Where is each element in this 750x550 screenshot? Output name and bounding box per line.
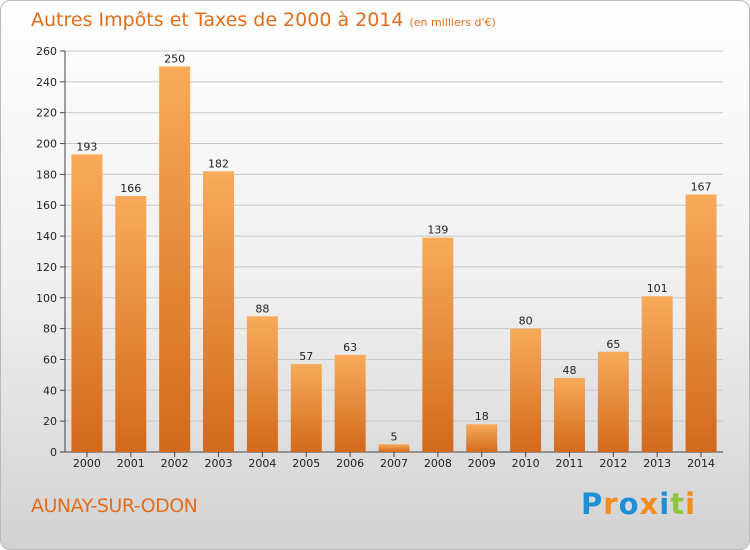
bar-2007 xyxy=(378,444,410,452)
x-tick-label: 2000 xyxy=(73,457,101,470)
data-label-2014: 167 xyxy=(691,180,712,193)
bar-2004 xyxy=(246,316,278,452)
y-tick-label: 100 xyxy=(36,292,57,305)
bar-2014 xyxy=(685,194,717,452)
data-label-2013: 101 xyxy=(647,282,668,295)
data-label-2009: 18 xyxy=(475,410,489,423)
x-tick-label: 2011 xyxy=(555,457,583,470)
x-tick-label: 2004 xyxy=(248,457,276,470)
y-tick-label: 200 xyxy=(36,138,57,151)
x-tick-label: 2014 xyxy=(687,457,715,470)
logo-letter: i xyxy=(685,487,697,521)
chart-title: Autres Impôts et Taxes de 2000 à 2014 (en… xyxy=(31,9,496,31)
data-label-2006: 63 xyxy=(343,341,357,354)
axes: 0 20 40 60 80 100 120 140 160 180 200 220 240 260 2000… xyxy=(36,45,723,470)
x-tick-label: 2010 xyxy=(512,457,540,470)
data-label-2007: 5 xyxy=(391,430,398,443)
y-tick-label: 160 xyxy=(36,199,57,212)
data-label-2005: 57 xyxy=(299,350,313,363)
bar-2002 xyxy=(159,66,191,452)
y-tick-label: 20 xyxy=(43,415,57,428)
x-tick-label: 2013 xyxy=(643,457,671,470)
x-tick-label: 2008 xyxy=(424,457,452,470)
data-label-2001: 166 xyxy=(120,182,141,195)
bars xyxy=(71,66,717,453)
chart-title-text: Autres Impôts et Taxes de 2000 à 2014 xyxy=(31,9,404,31)
bar-2009 xyxy=(466,424,498,452)
data-label-2002: 250 xyxy=(164,52,185,65)
logo-letter: x xyxy=(639,487,660,521)
location-name: AUNAY-SUR-ODON xyxy=(31,495,198,517)
x-tick-label: 2003 xyxy=(205,457,233,470)
data-label-2008: 139 xyxy=(427,224,448,237)
logo-letter: r xyxy=(603,487,619,521)
x-tick-label: 2012 xyxy=(599,457,627,470)
data-label-2010: 80 xyxy=(519,315,533,328)
x-tick-label: 2006 xyxy=(336,457,364,470)
data-label-2000: 193 xyxy=(76,140,97,153)
data-label-2003: 182 xyxy=(208,157,229,170)
bar-2006 xyxy=(334,354,366,452)
data-label-2004: 88 xyxy=(255,302,269,315)
x-tick-label: 2009 xyxy=(468,457,496,470)
logo-letter: P xyxy=(581,487,604,521)
y-tick-label: 80 xyxy=(43,323,57,336)
bar-2008 xyxy=(422,237,454,452)
data-labels: 193 166 250 182 88 57 63 5 139 18 80 48 65 101 167 xyxy=(76,52,711,443)
logo-letter: o xyxy=(618,487,640,521)
y-tick-label: 240 xyxy=(36,76,57,89)
data-label-2011: 48 xyxy=(562,364,576,377)
y-tick-label: 60 xyxy=(43,353,57,366)
y-tick-label: 40 xyxy=(43,384,57,397)
y-tick-label: 220 xyxy=(36,107,57,120)
chart-subtitle: (en milliers d'€) xyxy=(409,16,496,29)
bar-2003 xyxy=(203,171,235,453)
bar-2001 xyxy=(115,195,147,452)
bar-2000 xyxy=(71,154,103,453)
x-tick-label: 2001 xyxy=(117,457,145,470)
bar-2010 xyxy=(510,328,542,452)
y-tick-label: 180 xyxy=(36,168,57,181)
x-tick-label: 2005 xyxy=(292,457,320,470)
logo-letter: i xyxy=(659,487,671,521)
logo-letter: t xyxy=(670,487,686,521)
bar-2013 xyxy=(641,296,673,452)
bar-2011 xyxy=(553,377,585,452)
y-tick-label: 140 xyxy=(36,230,57,243)
y-tick-label: 0 xyxy=(50,446,57,459)
y-tick-label: 260 xyxy=(36,45,57,58)
y-tick-label: 120 xyxy=(36,261,57,274)
proxiti-logo: Proxiti xyxy=(581,487,696,521)
data-label-2012: 65 xyxy=(606,338,620,351)
x-tick-label: 2007 xyxy=(380,457,408,470)
x-tick-label: 2002 xyxy=(161,457,189,470)
bar-2012 xyxy=(597,351,629,452)
bar-2005 xyxy=(290,364,322,452)
